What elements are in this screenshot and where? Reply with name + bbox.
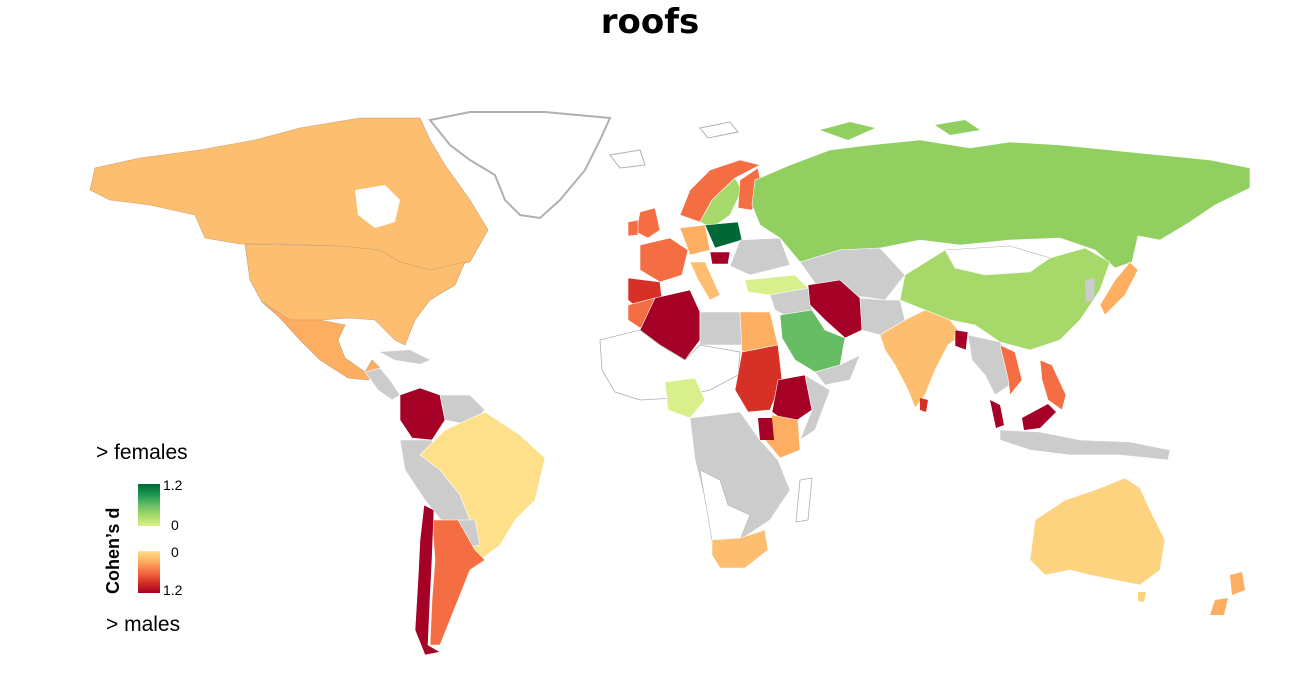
country-poland [704, 221, 743, 249]
country-argentina [429, 519, 486, 646]
country-nigeria [664, 377, 706, 419]
country-ethiopia [771, 374, 813, 426]
country-france [639, 237, 689, 283]
legend-red-max: 1.2 [163, 582, 183, 598]
libya [699, 311, 743, 346]
country-australia [1029, 477, 1166, 586]
country-japan [1099, 261, 1139, 316]
country-uganda [758, 418, 774, 440]
country-south-africa [711, 529, 769, 569]
country-malaysia-borneo [1022, 404, 1056, 430]
legend-green-max: 1.2 [163, 477, 183, 493]
tasmania [1138, 592, 1146, 602]
country-sudan [734, 344, 783, 413]
country-india [879, 309, 963, 409]
legend-red-min: 0 [171, 544, 179, 560]
legend-females-label: > females [96, 441, 188, 464]
country-ireland [627, 219, 639, 237]
country-malaysia [990, 400, 1004, 428]
country-new-zealand [1210, 572, 1245, 615]
hudson-bay [355, 185, 400, 228]
country-philippines [1039, 359, 1067, 411]
indonesia [999, 429, 1171, 461]
country-vietnam [999, 344, 1023, 396]
svalbard [699, 121, 739, 139]
legend-female-colorbar [138, 484, 160, 526]
central-america [364, 367, 401, 401]
country-mexico [261, 301, 381, 381]
caribbean [380, 350, 430, 364]
madagascar [795, 477, 813, 523]
legend-male-colorbar [138, 551, 160, 593]
country-uk [635, 207, 661, 239]
yemen-oman [814, 354, 861, 386]
legend-males-label: > males [106, 613, 181, 636]
legend-green-min: 0 [171, 517, 179, 533]
eastern-europe [729, 237, 791, 276]
country-bangladesh [954, 329, 969, 351]
map-title: roofs [600, 2, 700, 42]
country-iran [807, 279, 863, 339]
korea [1085, 278, 1095, 302]
country-chile [414, 504, 441, 656]
country-italy [689, 261, 721, 301]
legend-axis-title: Cohen’s d [103, 507, 123, 594]
russia-arctic-islands [820, 120, 980, 140]
country-brazil [419, 411, 546, 561]
somalia [799, 374, 831, 441]
iceland [609, 149, 646, 169]
country-colombia [399, 387, 446, 441]
country-germany [679, 224, 711, 256]
country-hungary [709, 251, 731, 265]
country-greenland [428, 111, 612, 220]
country-sri-lanka [920, 398, 928, 412]
